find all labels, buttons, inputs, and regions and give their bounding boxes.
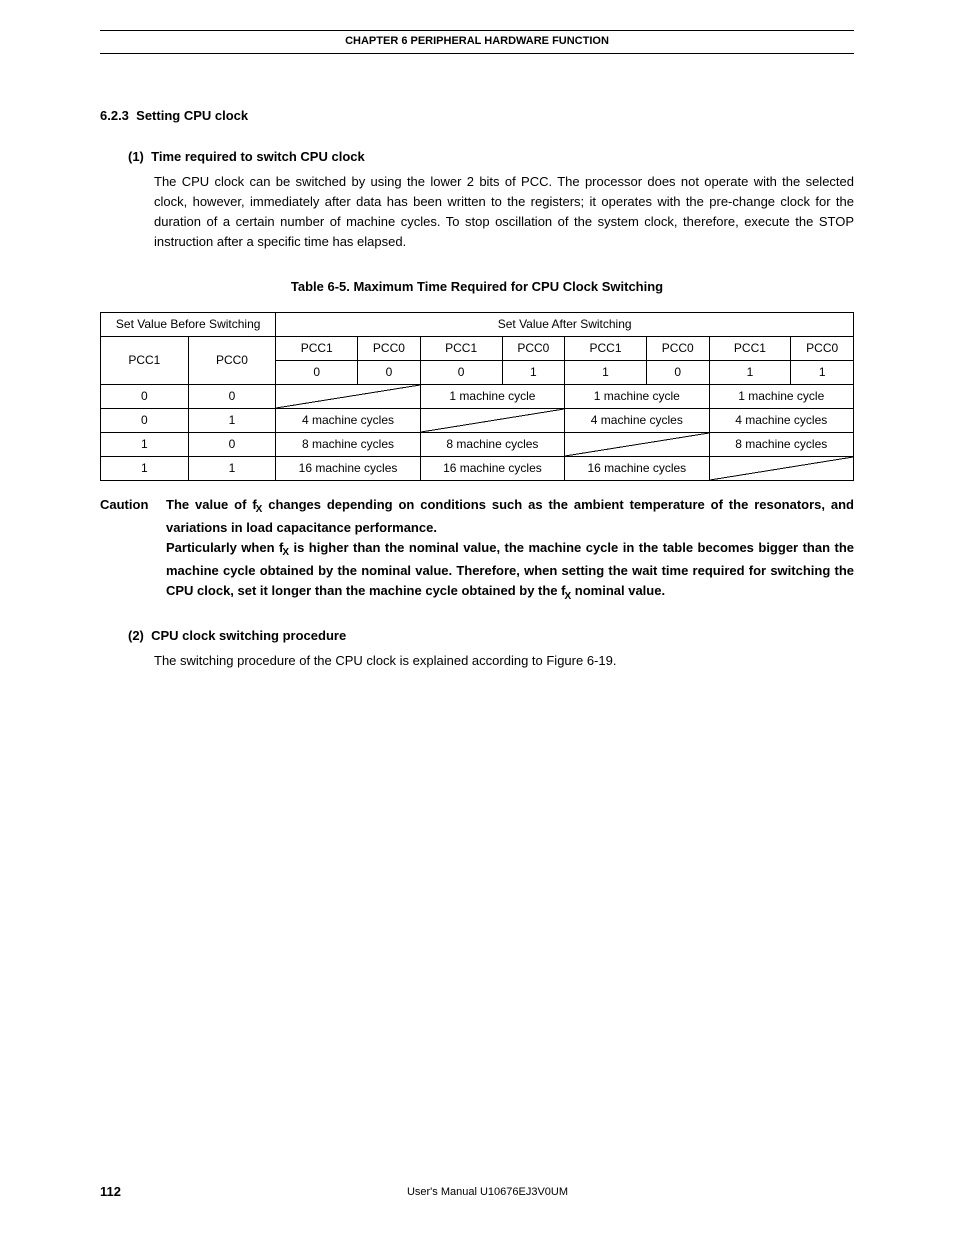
caution-p1a: The value of f (166, 497, 257, 512)
th-before: Set Value Before Switching (101, 312, 276, 336)
page-footer: 112 User's Manual U10676EJ3V0UM (100, 1184, 854, 1199)
subsection-1-title: (1) Time required to switch CPU clock (128, 149, 854, 164)
th-pcc0-a: PCC0 (358, 336, 421, 360)
cell-r0-b0: 0 (101, 384, 189, 408)
table-caption: Table 6-5. Maximum Time Required for CPU… (100, 279, 854, 294)
caution-text: The value of f X changes depending on con… (166, 495, 854, 605)
cell-r3-c3 (709, 456, 853, 480)
cell-r3-c2: 16 machine cycles (565, 456, 709, 480)
page-header: CHAPTER 6 PERIPHERAL HARDWARE FUNCTION (100, 35, 854, 54)
subsection-1-label: (1) (128, 149, 144, 164)
th-pcc1-d: PCC1 (709, 336, 791, 360)
cell-r0-c0 (276, 384, 420, 408)
table-row: 0 1 4 machine cycles 4 machine cycles 4 … (101, 408, 854, 432)
cell-r0-c3: 1 machine cycle (709, 384, 853, 408)
th-pcc1-before: PCC1 (101, 336, 189, 384)
cell-r3-b0: 1 (101, 456, 189, 480)
th-v6: 1 (709, 360, 791, 384)
subsection-2-label: (2) (128, 628, 144, 643)
th-pcc0-d: PCC0 (791, 336, 854, 360)
page-number: 112 (100, 1184, 121, 1199)
clock-switching-table: Set Value Before Switching Set Value Aft… (100, 312, 854, 481)
caution-p2c: nominal value. (571, 583, 665, 598)
th-v0: 0 (276, 360, 358, 384)
subsection-2-heading: CPU clock switching procedure (151, 628, 346, 643)
caution-p1b: changes depending on conditions such as … (166, 497, 854, 535)
caution-sub2: X (282, 547, 289, 558)
th-v3: 1 (502, 360, 565, 384)
th-v1: 0 (358, 360, 421, 384)
th-after: Set Value After Switching (276, 312, 854, 336)
section-heading: Setting CPU clock (136, 108, 248, 123)
cell-r1-b0: 0 (101, 408, 189, 432)
cell-r2-c2 (565, 432, 709, 456)
th-v5: 0 (646, 360, 709, 384)
subsection-1-body: The CPU clock can be switched by using t… (154, 172, 854, 253)
cell-r1-c3: 4 machine cycles (709, 408, 853, 432)
cell-r2-c3: 8 machine cycles (709, 432, 853, 456)
th-pcc0-before: PCC0 (188, 336, 276, 384)
cell-r0-b1: 0 (188, 384, 276, 408)
cell-r1-b1: 1 (188, 408, 276, 432)
cell-r0-c2: 1 machine cycle (565, 384, 709, 408)
th-pcc1-b: PCC1 (420, 336, 502, 360)
cell-r2-b1: 0 (188, 432, 276, 456)
cell-r3-c1: 16 machine cycles (420, 456, 564, 480)
cell-r1-c1 (420, 408, 564, 432)
cell-r0-c1: 1 machine cycle (420, 384, 564, 408)
th-v4: 1 (565, 360, 647, 384)
section-title: 6.2.3 Setting CPU clock (100, 108, 854, 123)
manual-id: User's Manual U10676EJ3V0UM (121, 1186, 854, 1198)
cell-r2-c1: 8 machine cycles (420, 432, 564, 456)
th-pcc0-b: PCC0 (502, 336, 565, 360)
caution-block: Caution The value of f X changes dependin… (100, 495, 854, 605)
th-pcc1-c: PCC1 (565, 336, 647, 360)
th-pcc0-c: PCC0 (646, 336, 709, 360)
cell-r3-c0: 16 machine cycles (276, 456, 420, 480)
th-pcc1-a: PCC1 (276, 336, 358, 360)
table-row: 0 0 1 machine cycle 1 machine cycle 1 ma… (101, 384, 854, 408)
th-v2: 0 (420, 360, 502, 384)
subsection-1-heading: Time required to switch CPU clock (151, 149, 365, 164)
table-row: 1 1 16 machine cycles 16 machine cycles … (101, 456, 854, 480)
subsection-2-body: The switching procedure of the CPU clock… (154, 651, 854, 671)
cell-r2-c0: 8 machine cycles (276, 432, 420, 456)
caution-p2a: Particularly when f (166, 540, 283, 555)
subsection-2-title: (2) CPU clock switching procedure (128, 628, 854, 643)
cell-r1-c2: 4 machine cycles (565, 408, 709, 432)
table-row: 1 0 8 machine cycles 8 machine cycles 8 … (101, 432, 854, 456)
caution-label: Caution (100, 495, 166, 605)
th-v7: 1 (791, 360, 854, 384)
section-number: 6.2.3 (100, 108, 129, 123)
cell-r1-c0: 4 machine cycles (276, 408, 420, 432)
cell-r3-b1: 1 (188, 456, 276, 480)
cell-r2-b0: 1 (101, 432, 189, 456)
